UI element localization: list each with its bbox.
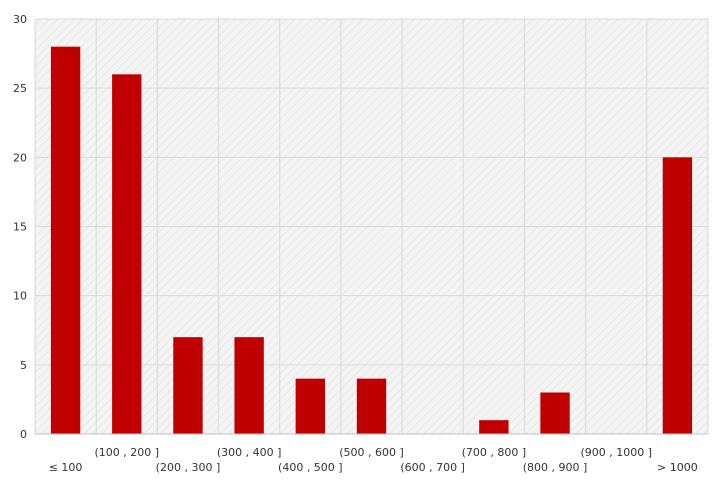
bar-0 xyxy=(50,46,81,435)
bar-10 xyxy=(662,157,693,435)
x-tick-label-2: (200 , 300 ] xyxy=(156,461,221,474)
x-tick-label-9: (900 , 1000 ] xyxy=(580,446,652,459)
y-tick-label-1: 5 xyxy=(20,359,27,372)
x-tick-label-10: > 1000 xyxy=(657,461,698,474)
x-tick-label-5: (500 , 600 ] xyxy=(339,446,404,459)
x-tick-label-0: ≤ 100 xyxy=(49,461,83,474)
x-tick-label-7: (700 , 800 ] xyxy=(462,446,527,459)
x-tick-label-8: (800 , 900 ] xyxy=(523,461,588,474)
bar-7 xyxy=(479,420,509,434)
y-tick-label-5: 25 xyxy=(13,82,27,95)
y-tick-label-0: 0 xyxy=(20,428,27,441)
bar-2 xyxy=(173,337,203,434)
x-tick-label-6: (600 , 700 ] xyxy=(400,461,465,474)
x-tick-label-1: (100 , 200 ] xyxy=(94,446,159,459)
y-tick-label-3: 15 xyxy=(13,221,27,234)
x-tick-label-4: (400 , 500 ] xyxy=(278,461,343,474)
y-tick-label-2: 10 xyxy=(13,290,27,303)
bar-8 xyxy=(540,392,570,434)
bar-4 xyxy=(295,378,326,434)
x-axis: ≤ 100 (100 , 200 ] (200 , 300 ] (300 , 400 … xyxy=(49,446,698,474)
bars xyxy=(35,46,708,435)
y-tick-label-4: 20 xyxy=(13,151,27,164)
bar-3 xyxy=(234,337,264,434)
x-tick-label-3: (300 , 400 ] xyxy=(217,446,282,459)
y-axis: 0 5 10 15 20 25 30 xyxy=(13,13,27,441)
y-tick-label-6: 30 xyxy=(13,13,27,26)
bar-5 xyxy=(356,378,387,434)
bar-1 xyxy=(112,74,142,434)
